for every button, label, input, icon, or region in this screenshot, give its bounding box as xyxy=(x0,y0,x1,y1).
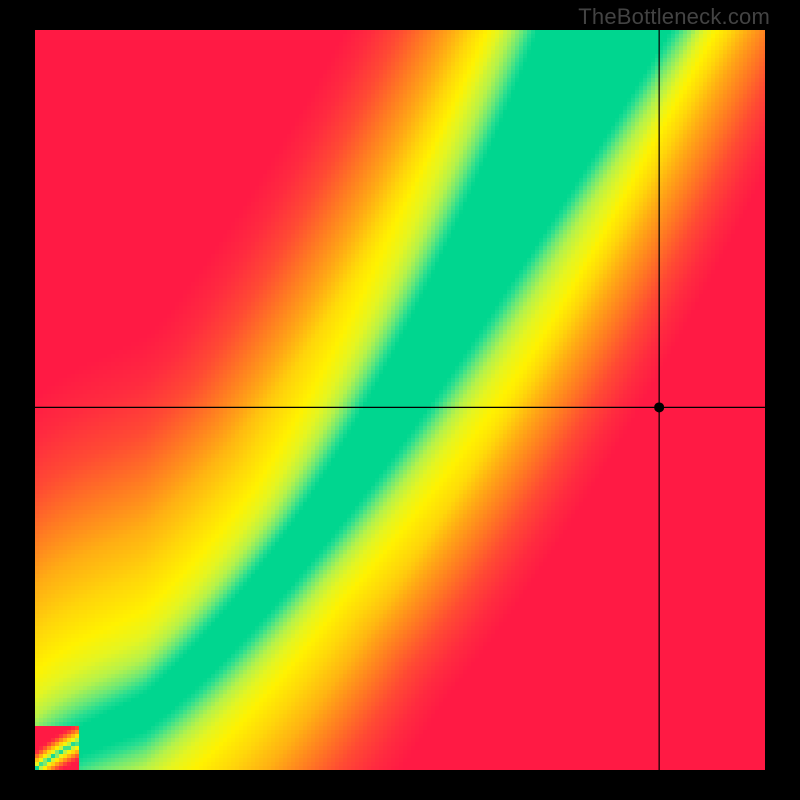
crosshair-overlay xyxy=(0,0,800,800)
watermark-text: TheBottleneck.com xyxy=(578,4,770,30)
